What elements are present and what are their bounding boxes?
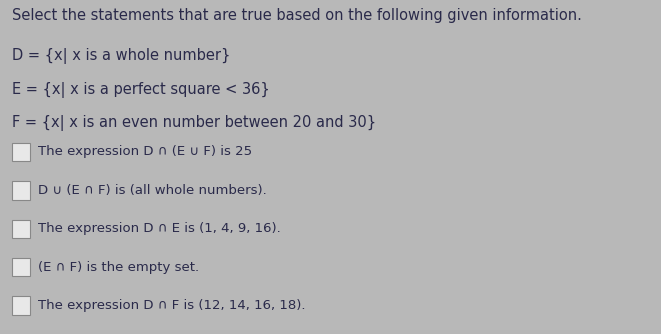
- Text: The expression D ∩ E is (1, 4, 9, 16).: The expression D ∩ E is (1, 4, 9, 16).: [38, 222, 281, 235]
- Bar: [12, 297, 30, 315]
- Text: (E ∩ F) is the empty set.: (E ∩ F) is the empty set.: [38, 261, 200, 274]
- Text: E = {x| x is a perfect square < 36}: E = {x| x is a perfect square < 36}: [12, 82, 270, 98]
- Bar: [12, 143, 30, 161]
- Bar: [12, 181, 30, 199]
- Bar: [12, 258, 30, 277]
- Text: D ∪ (E ∩ F) is (all whole numbers).: D ∪ (E ∩ F) is (all whole numbers).: [38, 184, 267, 197]
- Text: The expression D ∩ (E ∪ F) is 25: The expression D ∩ (E ∪ F) is 25: [38, 146, 253, 158]
- Text: The expression D ∩ F is (12, 14, 16, 18).: The expression D ∩ F is (12, 14, 16, 18)…: [38, 299, 306, 312]
- Bar: [12, 220, 30, 238]
- Text: F = {x| x is an even number between 20 and 30}: F = {x| x is an even number between 20 a…: [12, 115, 376, 131]
- Text: Select the statements that are true based on the following given information.: Select the statements that are true base…: [12, 8, 582, 23]
- Text: D = {x| x is a whole number}: D = {x| x is a whole number}: [12, 48, 230, 64]
